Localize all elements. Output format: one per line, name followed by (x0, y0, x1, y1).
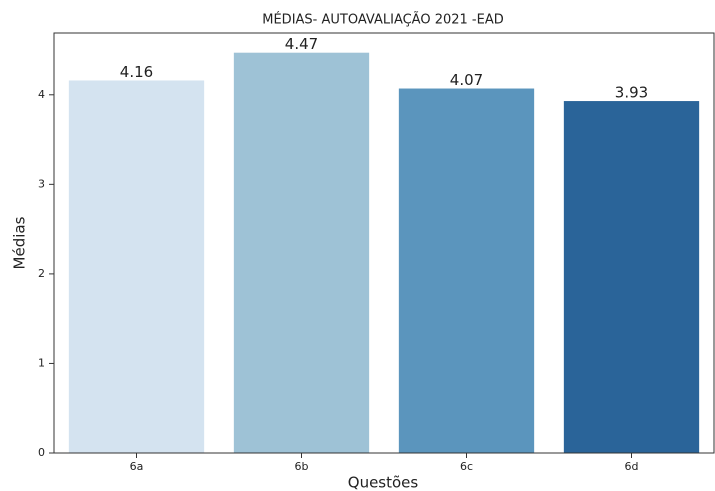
bar (233, 52, 370, 454)
plot-frame (53, 32, 715, 454)
data-label: 4.47 (285, 35, 318, 53)
y-tick-label: 2 (38, 267, 45, 280)
data-label: 4.16 (120, 63, 153, 81)
bar (68, 80, 205, 454)
y-axis-label: Médias (11, 216, 29, 269)
data-label: 3.93 (615, 84, 648, 102)
y-tick-label: 1 (38, 356, 45, 369)
bar (563, 101, 700, 454)
x-axis-label: Questões (348, 474, 419, 491)
y-tick-label: 0 (38, 446, 45, 459)
x-tick-label: 6a (130, 460, 144, 473)
x-tick-label: 6d (625, 460, 639, 473)
y-tick-label: 3 (38, 177, 45, 190)
chart-title: MÉDIAS- AUTOAVALIAÇÃO 2021 -EAD (262, 12, 503, 28)
x-tick-label: 6c (460, 460, 473, 473)
data-label: 4.07 (450, 71, 483, 89)
x-tick-label: 6b (295, 460, 309, 473)
y-tick-label: 4 (38, 88, 45, 101)
bar (398, 88, 535, 453)
